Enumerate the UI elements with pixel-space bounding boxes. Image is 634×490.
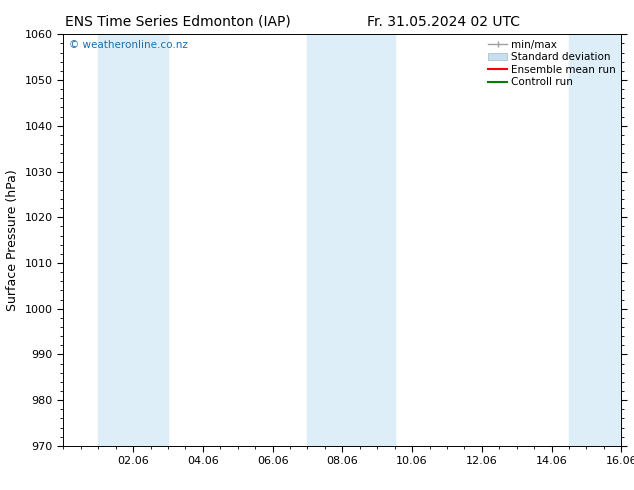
Bar xyxy=(307,34,394,446)
Bar xyxy=(569,34,621,446)
Text: Fr. 31.05.2024 02 UTC: Fr. 31.05.2024 02 UTC xyxy=(367,15,521,29)
Text: ENS Time Series Edmonton (IAP): ENS Time Series Edmonton (IAP) xyxy=(65,15,290,29)
Text: © weatheronline.co.nz: © weatheronline.co.nz xyxy=(69,41,188,50)
Legend: min/max, Standard deviation, Ensemble mean run, Controll run: min/max, Standard deviation, Ensemble me… xyxy=(486,37,618,89)
Y-axis label: Surface Pressure (hPa): Surface Pressure (hPa) xyxy=(6,169,19,311)
Bar xyxy=(98,34,168,446)
